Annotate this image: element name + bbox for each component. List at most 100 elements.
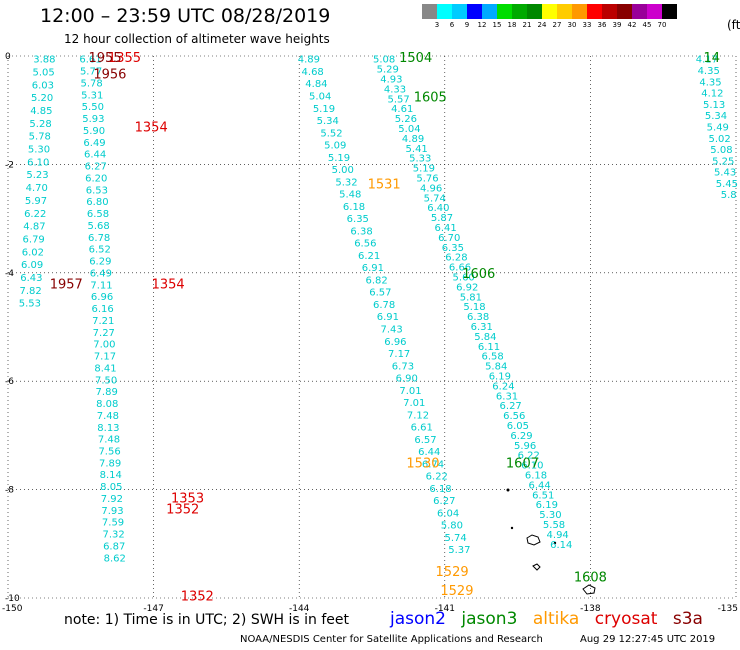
- swh-value: 5.58: [543, 520, 565, 531]
- swh-value: 6.19: [536, 500, 558, 511]
- swh-value: 4.35: [698, 66, 720, 77]
- y-tick-label: -2: [5, 160, 14, 170]
- legend-label: 3: [434, 21, 440, 29]
- swh-value: 4.33: [384, 84, 406, 95]
- swh-value: 5.52: [320, 128, 342, 139]
- legend-label: 39: [612, 21, 622, 29]
- swh-value: 5.97: [25, 196, 47, 207]
- swh-value: 6.10: [27, 157, 49, 168]
- track-left-a: 3.88 5.056.03 5.20 4.85 5.28 5.78 5.306.10 5.23…: [19, 55, 56, 310]
- swh-value: 7.32: [102, 530, 124, 541]
- swh-value: 5.05: [33, 68, 55, 79]
- swh-value: 4.85: [30, 106, 52, 117]
- swh-value: 6.24: [492, 381, 514, 392]
- pass-label-cryosat: 1355: [108, 51, 141, 66]
- swh-value: 5.30: [539, 510, 561, 521]
- legend-label: 21: [522, 21, 532, 29]
- swh-value: 5.43: [714, 168, 736, 179]
- swh-value: 5.78: [29, 132, 51, 143]
- swh-value: 6.29: [89, 257, 111, 268]
- legend-swatch: [527, 4, 542, 19]
- swh-value: 4.17: [696, 55, 718, 66]
- swh-value: 5.29: [377, 65, 399, 76]
- swh-value: 5.08: [710, 145, 732, 156]
- swh-value: 5.30: [28, 145, 50, 156]
- swh-value: 6.27: [433, 496, 455, 507]
- swh-value: 4.70: [26, 183, 48, 194]
- swh-value: 5.19: [313, 104, 335, 115]
- swh-value: 7.48: [98, 435, 120, 446]
- legend-color-bar: [422, 4, 677, 19]
- swh-value: 7.92: [101, 494, 123, 505]
- legend-label: 33: [582, 21, 592, 29]
- swh-value: 5.74: [444, 533, 466, 544]
- swh-value: 6.20: [85, 173, 107, 184]
- sat-jason3: jason3: [461, 609, 518, 629]
- swh-value: 5.68: [87, 221, 109, 232]
- legend-swatch: [437, 4, 452, 19]
- legend-swatch: [572, 4, 587, 19]
- swh-value: 5.45: [716, 179, 738, 190]
- swh-value: 6.40: [427, 203, 449, 214]
- pass-label-altika: 1529: [440, 584, 473, 599]
- swh-value: 6.51: [532, 490, 554, 501]
- swh-value: 5.13: [703, 100, 725, 111]
- legend-label: 24: [537, 21, 547, 29]
- swh-value: 5.93: [82, 114, 104, 125]
- swh-value: 6.91: [362, 263, 384, 274]
- legend-label: 18: [507, 21, 517, 29]
- x-tick-label: -135: [718, 604, 738, 614]
- swh-value: 6.10: [521, 461, 543, 472]
- swh-value: 7.89: [96, 387, 118, 398]
- swh-value: 5.34: [317, 116, 339, 127]
- swh-value: 6.57: [414, 435, 436, 446]
- swh-value: 6.96: [384, 337, 406, 348]
- swh-value: 6.61: [411, 423, 433, 434]
- swh-value: 8.62: [104, 553, 126, 564]
- swh-value: 5.81: [460, 292, 482, 303]
- track-right-a: 4.174.354.354.125.135.345.495.025.085.25…: [696, 55, 738, 202]
- swh-value: 6.04: [437, 508, 459, 519]
- swh-value: 7.93: [101, 506, 123, 517]
- swh-value: 5.25: [712, 156, 734, 167]
- pass-label-jason3: 1606: [462, 267, 495, 282]
- swh-value: 5.57: [387, 94, 409, 105]
- swh-value: 6.29: [510, 431, 532, 442]
- footer-note: note: 1) Time is in UTC; 2) SWH is in fe…: [64, 612, 350, 628]
- swh-value: 5.33: [409, 154, 431, 165]
- swh-value: 5.87: [431, 213, 453, 224]
- swh-value: 6.66: [449, 263, 471, 274]
- swh-value: 7.43: [381, 324, 403, 335]
- map-grid: [7, 55, 737, 599]
- swh-value: 6.44: [418, 447, 440, 458]
- swh-value: 7.82: [19, 286, 41, 297]
- swh-value: 5.48: [339, 190, 361, 201]
- legend-swatch: [617, 4, 632, 19]
- swh-value: 6.82: [365, 275, 387, 286]
- island-dot: [510, 526, 514, 530]
- swh-value: 5.77: [80, 67, 102, 78]
- pass-label-cryosat: 1352: [166, 503, 199, 518]
- swh-value: 5.18: [463, 302, 485, 313]
- swh-value: 5.37: [448, 545, 470, 556]
- swh-value: 6.61: [79, 55, 101, 66]
- swh-value: 6.44: [84, 150, 106, 161]
- swh-value: 4.61: [391, 104, 413, 115]
- swh-value: 6.74: [422, 459, 444, 470]
- pass-label-jason3: 1607: [506, 457, 539, 472]
- swh-value: 6.16: [92, 304, 114, 315]
- swh-value: 7.56: [98, 446, 120, 457]
- legend-label: 6: [449, 21, 455, 29]
- swh-value: 6.79: [23, 234, 45, 245]
- swh-value: 4.96: [420, 183, 442, 194]
- swh-value: 6.35: [347, 214, 369, 225]
- swh-value: 6.58: [87, 209, 109, 220]
- swh-value: 6.18: [429, 484, 451, 495]
- swh-value: 5.31: [81, 90, 103, 101]
- legend-label: 15: [492, 21, 502, 29]
- legend-swatch: [482, 4, 497, 19]
- swh-value: 4.94: [547, 530, 569, 541]
- swh-value: 6.78: [88, 233, 110, 244]
- legend-label: 12: [477, 21, 487, 29]
- pass-label-cryosat: 1354: [152, 278, 185, 293]
